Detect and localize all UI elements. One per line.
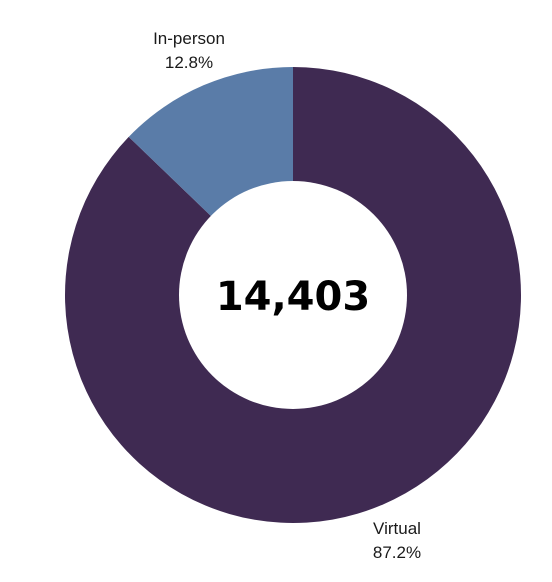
center-total-label: 14,403: [216, 274, 370, 320]
slice-label-virtual: Virtual: [373, 519, 421, 538]
slice-value-in-person: 12.8%: [165, 53, 213, 72]
slice-value-virtual: 87.2%: [373, 543, 421, 562]
donut-hole: [179, 181, 407, 409]
slice-label-in-person: In-person: [153, 29, 225, 48]
